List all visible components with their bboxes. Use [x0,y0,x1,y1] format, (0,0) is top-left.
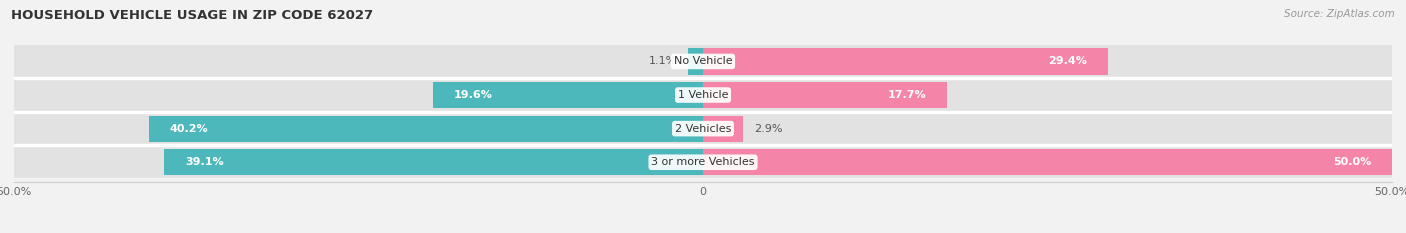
Bar [703,48,1108,75]
Text: HOUSEHOLD VEHICLE USAGE IN ZIP CODE 62027: HOUSEHOLD VEHICLE USAGE IN ZIP CODE 6202… [11,9,374,22]
Text: Source: ZipAtlas.com: Source: ZipAtlas.com [1284,9,1395,19]
Bar [703,116,742,142]
Bar [14,113,1392,145]
Text: 2.9%: 2.9% [754,124,783,134]
Text: 50.0%: 50.0% [1333,157,1371,167]
Text: 19.6%: 19.6% [454,90,492,100]
Bar [703,82,946,108]
Bar [149,116,703,142]
Bar [433,82,703,108]
Text: 29.4%: 29.4% [1049,56,1087,66]
Text: 1.1%: 1.1% [648,56,676,66]
Bar [14,146,1392,178]
Text: 39.1%: 39.1% [186,157,224,167]
Bar [165,149,703,175]
Text: 3 or more Vehicles: 3 or more Vehicles [651,157,755,167]
Bar [14,45,1392,78]
Text: No Vehicle: No Vehicle [673,56,733,66]
Bar [14,79,1392,111]
Bar [703,149,1392,175]
Bar [688,48,703,75]
Text: 2 Vehicles: 2 Vehicles [675,124,731,134]
Text: 40.2%: 40.2% [170,124,208,134]
Text: 17.7%: 17.7% [887,90,927,100]
Text: 1 Vehicle: 1 Vehicle [678,90,728,100]
